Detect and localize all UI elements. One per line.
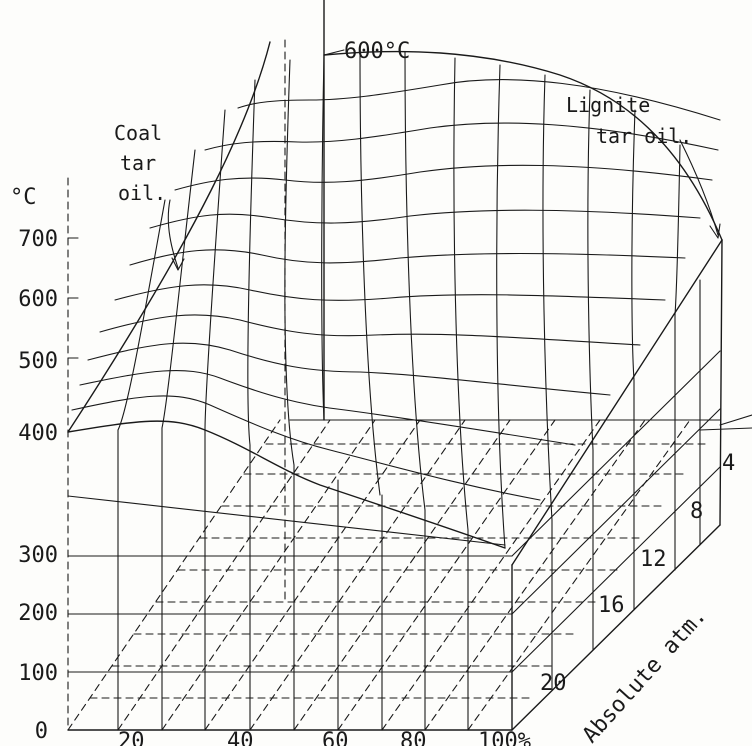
lignite-label-line2: tar oil. (596, 124, 692, 148)
y-axis-unit: °C (10, 185, 37, 210)
y-tick-200: 200 (18, 601, 58, 626)
y-tick-600: 600 (18, 287, 58, 312)
y-tick-700: 700 (18, 227, 58, 252)
y-tick-0: 0 (35, 719, 48, 744)
y-tick-500: 500 (18, 349, 58, 374)
surface-grid (67, 41, 723, 549)
coal-arrow-line (167, 199, 179, 269)
x-tick-60: 60 (322, 729, 349, 746)
y-tick-100: 100 (18, 661, 58, 686)
coal-label-line2: tar (120, 151, 156, 175)
coal-label-line1: Coal (114, 121, 162, 145)
y-tick-300: 300 (18, 543, 58, 568)
x-tick-80: 80 (400, 729, 427, 746)
front-face (67, 427, 513, 731)
y-axis-ticks (67, 237, 79, 359)
coal-arrow-head (171, 257, 185, 271)
z-axis-label: Absolute atm. (578, 603, 712, 746)
lignite-label-line1: Lignite (566, 93, 650, 117)
z-tick-20: 20 (540, 671, 567, 696)
x-tick-20: 20 (118, 729, 145, 746)
z-tick-8: 8 (690, 499, 703, 524)
z-tick-4: 4 (722, 451, 735, 476)
floor-grid (67, 419, 721, 731)
lignite-arrow-head (709, 223, 721, 239)
z-tick-12: 12 (640, 547, 667, 572)
x-tick-40: 40 (227, 729, 254, 746)
z-tick-16: 16 (598, 593, 625, 618)
y-tick-400: 400 (18, 421, 58, 446)
lignite-arrow-line (679, 139, 719, 236)
x-tick-100: 100% (478, 729, 531, 746)
top-temp-label: 600°C (344, 39, 410, 64)
coal-label-line3: oil. (118, 181, 166, 205)
